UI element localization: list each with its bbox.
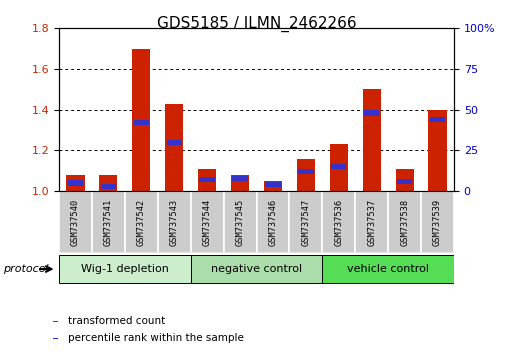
Text: percentile rank within the sample: percentile rank within the sample [68, 333, 244, 343]
Bar [428, 110, 447, 191]
Text: GSM737540: GSM737540 [71, 199, 80, 246]
Text: GSM737541: GSM737541 [104, 199, 113, 246]
Bar [198, 169, 216, 191]
Text: GSM737538: GSM737538 [400, 199, 409, 246]
Bar [330, 144, 348, 191]
Bar [297, 159, 315, 191]
Bar [265, 182, 281, 187]
Bar [364, 110, 380, 115]
Bar [397, 179, 412, 184]
Bar [289, 191, 322, 253]
Bar [421, 191, 454, 253]
Text: GSM737539: GSM737539 [433, 199, 442, 246]
Text: protocol: protocol [3, 264, 49, 274]
Bar [224, 191, 256, 253]
Text: transformed count: transformed count [68, 316, 166, 326]
Bar [100, 175, 117, 191]
Bar [363, 89, 381, 191]
Bar [59, 255, 191, 283]
Text: GSM737542: GSM737542 [137, 199, 146, 246]
Bar [132, 49, 150, 191]
Bar [167, 140, 182, 145]
Bar [232, 176, 248, 181]
Text: GSM737536: GSM737536 [334, 199, 343, 246]
Bar [191, 255, 322, 283]
Bar [92, 191, 125, 253]
Bar [133, 120, 149, 125]
Bar [256, 191, 289, 253]
Bar [298, 169, 313, 174]
Bar [158, 191, 191, 253]
Bar [101, 184, 116, 189]
Bar [53, 338, 58, 339]
Text: GSM737543: GSM737543 [170, 199, 179, 246]
Bar [355, 191, 388, 253]
Bar [200, 177, 215, 182]
Bar [430, 117, 445, 122]
Bar [125, 191, 158, 253]
Bar [59, 191, 92, 253]
Text: GSM737545: GSM737545 [235, 199, 245, 246]
Text: GSM737547: GSM737547 [301, 199, 310, 246]
Bar [68, 181, 83, 185]
Bar [322, 191, 355, 253]
Text: GSM737546: GSM737546 [268, 199, 278, 246]
Text: GSM737544: GSM737544 [203, 199, 212, 246]
Text: negative control: negative control [211, 264, 302, 274]
Bar [53, 321, 58, 322]
Text: GSM737537: GSM737537 [367, 199, 376, 246]
Bar [322, 255, 454, 283]
Text: GDS5185 / ILMN_2462266: GDS5185 / ILMN_2462266 [156, 16, 357, 32]
Text: Wig-1 depletion: Wig-1 depletion [81, 264, 169, 274]
Bar [231, 175, 249, 191]
Bar [331, 164, 346, 169]
Bar [66, 175, 85, 191]
Text: vehicle control: vehicle control [347, 264, 429, 274]
Bar [264, 181, 282, 191]
Bar [165, 104, 183, 191]
Bar [396, 169, 413, 191]
Bar [388, 191, 421, 253]
Bar [191, 191, 224, 253]
